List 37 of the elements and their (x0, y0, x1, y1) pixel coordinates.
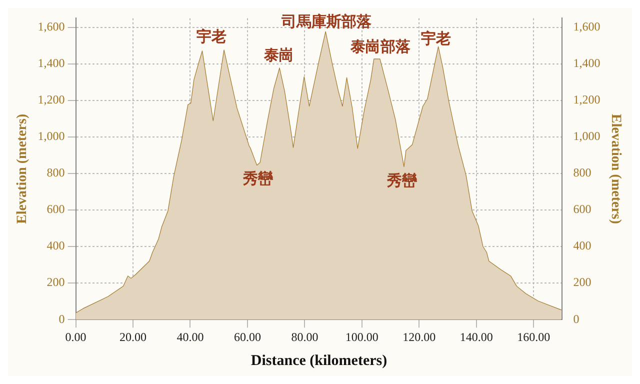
y-tick-label: 0 (58, 312, 65, 326)
annotation: 宇老 (196, 27, 227, 46)
x-tick-label: 0.00 (65, 330, 86, 344)
y2-tick-label: 800 (573, 166, 592, 180)
x-axis-title: Distance (kilometers) (250, 352, 388, 369)
annotation: 泰崗 (263, 46, 294, 64)
y2-tick-label: 400 (573, 238, 592, 253)
y-tick-label: 1,600 (38, 19, 65, 34)
x-tick-label: 140.00 (460, 330, 493, 344)
y2-tick-label: 1,400 (573, 56, 600, 70)
y2-tick-label: 600 (573, 202, 592, 216)
x-tick-label: 120.00 (402, 330, 436, 344)
x-tick-label: 160.00 (517, 330, 550, 344)
annotation: 秀巒 (242, 170, 274, 188)
x-tick-label: 100.00 (345, 330, 378, 344)
y2-tick-label: 1,000 (573, 129, 600, 144)
y-tick-label: 1,200 (38, 92, 65, 107)
x-tick-label: 60.00 (234, 330, 261, 344)
y2-tick-label: 1,200 (573, 92, 600, 107)
y2-tick-label: 200 (573, 275, 592, 290)
y2-axis-title: Elevation (meters) (608, 114, 623, 224)
x-tick-label: 80.00 (291, 330, 318, 344)
y-tick-label: 200 (46, 275, 65, 290)
y-tick-label: 600 (46, 202, 65, 216)
y-tick-label: 800 (46, 166, 65, 180)
annotation: 司馬庫斯部落 (280, 12, 372, 31)
annotation: 宇老 (421, 29, 452, 48)
y-tick-label: 1,000 (38, 129, 65, 144)
y2-tick-label: 1,600 (573, 19, 600, 34)
annotation: 泰崗部落 (349, 38, 412, 56)
x-tick-label: 20.00 (120, 330, 147, 344)
y2-tick-label: 0 (573, 312, 580, 326)
y-tick-label: 400 (46, 238, 65, 253)
y-tick-label: 1,400 (38, 56, 65, 70)
y-axis-title: Elevation (meters) (15, 114, 30, 224)
annotation: 秀巒 (386, 171, 418, 190)
x-tick-label: 40.00 (176, 330, 204, 344)
